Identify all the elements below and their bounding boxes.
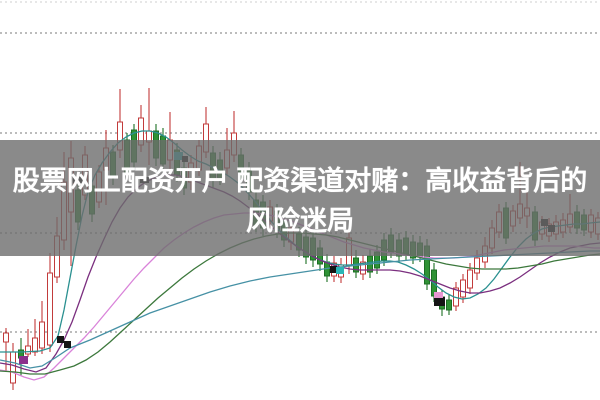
- headline-overlay-band: 股票网上配资开户 配资渠道对赌：高收益背后的 风险迷局: [0, 140, 600, 256]
- headline-line-1: 股票网上配资开户 配资渠道对赌：高收益背后的: [12, 166, 588, 196]
- headline-line-2: 风险迷局: [246, 206, 354, 236]
